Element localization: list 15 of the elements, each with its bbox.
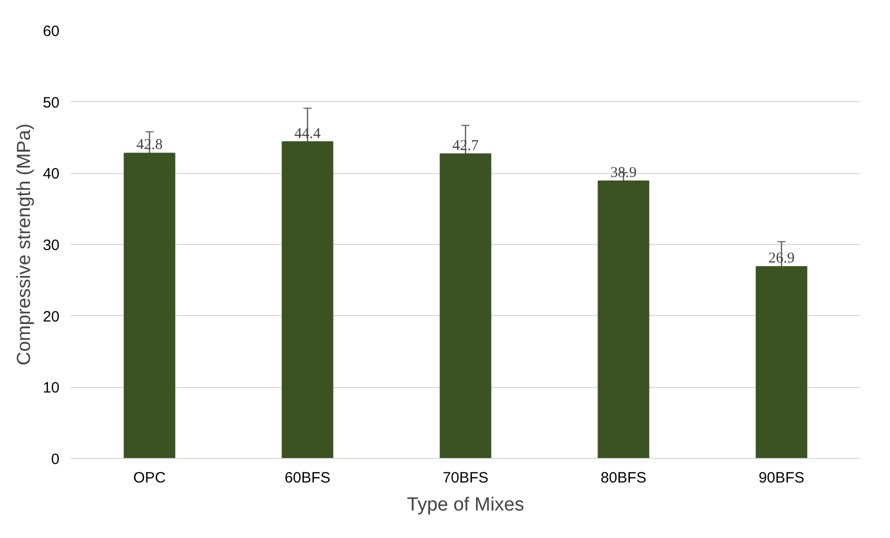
x-tick-label: 70BFS <box>442 470 488 486</box>
y-tick-label: 60 <box>42 23 60 40</box>
x-tick-label: 60BFS <box>284 470 330 486</box>
y-axis-title: Compressive strength (MPa) <box>14 124 35 366</box>
y-tick-label: 30 <box>42 237 60 254</box>
x-axis-title: Type of Mixes <box>406 494 524 516</box>
y-tick-label: 50 <box>42 94 60 112</box>
y-tick-label: 10 <box>42 380 60 397</box>
y-tick-label: 40 <box>42 166 60 183</box>
y-tick-label: 20 <box>42 308 60 326</box>
x-tick-label: OPC <box>133 470 166 486</box>
data-label: 38.9 <box>610 165 637 182</box>
y-tick-label: 0 <box>51 451 60 468</box>
x-tick-label: 90BFS <box>758 470 804 486</box>
x-tick-label: 80BFS <box>600 470 646 486</box>
